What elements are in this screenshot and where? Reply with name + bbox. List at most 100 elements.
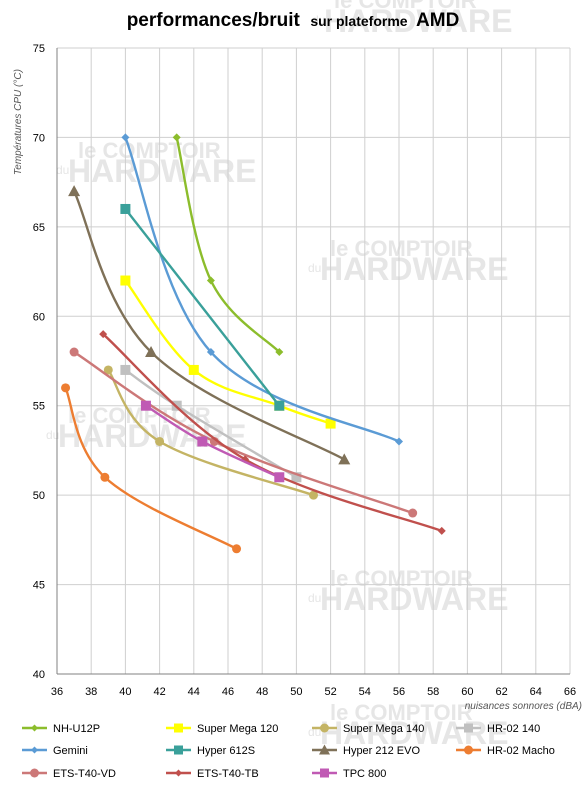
data-point-super-mega-140 <box>103 365 113 375</box>
series-ets-t40-vd <box>69 347 418 518</box>
legend-label: Hyper 612S <box>197 745 255 757</box>
data-point-tpc-800 <box>197 436 208 447</box>
x-tick-label: 54 <box>359 686 371 698</box>
watermark-bottom: HARDWARE <box>68 153 256 189</box>
chart-subtitle: sur plateforme <box>310 13 407 29</box>
data-point-tpc-800 <box>274 472 285 483</box>
legend-marker <box>30 768 39 778</box>
x-tick-label: 60 <box>461 686 473 698</box>
legend: NH-U12P Super Mega 120 Super Mega 140 HR-02… <box>22 723 555 780</box>
legend-marker <box>31 746 38 754</box>
data-point-ets-t40-tb <box>437 526 446 535</box>
watermark-top: le COMPTOIR <box>330 566 473 591</box>
series-nh-u12p <box>172 133 284 357</box>
data-point-nh-u12p <box>275 348 284 357</box>
watermark-bottom: HARDWARE <box>320 581 508 617</box>
series-super-mega-140 <box>103 365 318 500</box>
series-line-hr-02-140 <box>124 368 298 479</box>
x-tick-label: 50 <box>290 686 302 698</box>
series-line-hyper-612s <box>124 207 281 407</box>
legend-marker <box>464 723 473 733</box>
legend-label: ETS-T40-TB <box>197 768 259 780</box>
watermark-top: le COMPTOIR <box>78 138 221 163</box>
legend-marker <box>175 769 182 777</box>
x-tick-label: 36 <box>51 686 63 698</box>
data-point-super-mega-140 <box>155 436 165 446</box>
legend-label: Super Mega 120 <box>197 723 278 735</box>
legend-label: HR-02 Macho <box>487 745 555 757</box>
series-hr-02-macho <box>61 383 242 554</box>
data-point-hr-02-140 <box>120 364 131 375</box>
legend-item-super-mega-120: Super Mega 120 <box>166 723 278 735</box>
chart-title-main: performances/bruit <box>127 10 301 31</box>
legend-marker <box>174 723 183 733</box>
watermark-mid: du <box>308 591 321 605</box>
legend-item-tpc-800: TPC 800 <box>312 768 386 780</box>
watermark-mid: du <box>56 163 69 177</box>
x-tick-label: 58 <box>427 686 439 698</box>
series-hyper-212-evo <box>68 185 351 465</box>
legend-item-gemini: Gemini <box>22 745 88 757</box>
legend-item-ets-t40-tb: ETS-T40-TB <box>166 768 259 780</box>
data-point-super-mega-120 <box>188 364 199 375</box>
series-gemini <box>121 133 403 446</box>
y-tick-label: 50 <box>33 490 45 502</box>
series-tpc-800 <box>140 400 285 483</box>
data-point-nh-u12p <box>172 133 181 142</box>
data-point-hyper-212-evo <box>145 346 158 358</box>
data-point-gemini <box>121 133 130 142</box>
legend-item-hr-02-140: HR-02 140 <box>456 723 540 735</box>
data-point-hyper-612s <box>274 400 285 411</box>
y-axis-label: Températures CPU (°C) <box>13 69 24 175</box>
chart-title-suffix: AMD <box>416 10 459 31</box>
data-point-nh-u12p <box>206 276 215 285</box>
y-tick-label: 70 <box>33 132 45 144</box>
x-tick-label: 62 <box>495 686 507 698</box>
data-point-hr-02-macho <box>232 544 242 554</box>
x-tick-label: 56 <box>393 686 405 698</box>
legend-item-super-mega-140: Super Mega 140 <box>312 723 424 735</box>
x-tick-label: 42 <box>153 686 165 698</box>
x-axis-label: nuisances sonnores (dBA) <box>465 701 582 712</box>
legend-label: Super Mega 140 <box>343 723 424 735</box>
x-tick-label: 46 <box>222 686 234 698</box>
data-point-gemini <box>206 348 215 357</box>
x-tick-label: 40 <box>119 686 131 698</box>
series-layer <box>61 133 446 554</box>
x-tick-label: 66 <box>564 686 576 698</box>
watermark-bottom: HARDWARE <box>320 251 508 287</box>
data-point-hr-02-macho <box>100 472 110 482</box>
legend-marker <box>320 768 329 778</box>
legend-marker <box>319 744 330 755</box>
legend-label: HR-02 140 <box>487 723 540 735</box>
watermark-bottom: HARDWARE <box>324 3 512 39</box>
watermark-top: le COMPTOIR <box>330 700 473 725</box>
data-point-ets-t40-vd <box>408 508 418 518</box>
watermark-mid: du <box>312 13 325 27</box>
x-tick-label: 44 <box>188 686 200 698</box>
y-tick-label: 55 <box>33 401 45 413</box>
series-hyper-612s <box>120 203 285 411</box>
data-point-hyper-212-evo <box>338 453 351 465</box>
legend-label: TPC 800 <box>343 768 386 780</box>
data-point-super-mega-140 <box>309 490 318 500</box>
chart-title: performances/bruit sur plateforme AMD <box>127 10 460 31</box>
data-point-hyper-212-evo <box>68 185 81 197</box>
legend-marker <box>31 724 38 732</box>
legend-item-hyper-212-evo: Hyper 212 EVO <box>312 744 420 757</box>
legend-label: ETS-T40-VD <box>53 768 116 780</box>
legend-marker <box>174 745 183 755</box>
watermark-mid: du <box>308 261 321 275</box>
data-point-ets-t40-vd <box>69 347 79 357</box>
y-tick-label: 60 <box>33 311 45 323</box>
series-line-super-mega-140 <box>107 368 315 497</box>
legend-marker <box>320 723 329 733</box>
series-line-super-mega-120 <box>124 279 332 425</box>
legend-item-nh-u12p: NH-U12P <box>22 723 100 735</box>
x-tick-label: 38 <box>85 686 97 698</box>
data-point-ets-t40-tb <box>99 330 108 339</box>
legend-label: Hyper 212 EVO <box>343 745 420 757</box>
watermark-mid: du <box>46 428 59 442</box>
legend-item-ets-t40-vd: ETS-T40-VD <box>22 768 116 780</box>
